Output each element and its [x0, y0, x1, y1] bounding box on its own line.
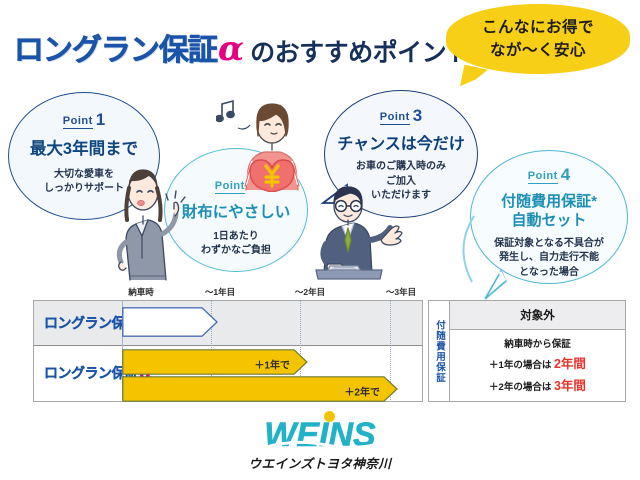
incidental-cost-panel: 付随費用保証 対象外 納車時から保証 ＋1年の場合は 2年間 ＋2年の場合は 3…	[428, 300, 626, 402]
panel-header: 対象外	[450, 301, 625, 330]
bubble-text: こんなにお得で なが〜く安心	[446, 4, 630, 63]
page-title: ロングラン保証 α のおすすめポイント	[14, 32, 471, 66]
chart-bar-standard	[122, 307, 218, 337]
chart-tick-4: 〜3年目	[385, 287, 417, 297]
bubble-line-1: こんなにお得で	[481, 19, 594, 36]
chart-bar-alpha-2year: ＋2年で	[122, 376, 398, 406]
page-title-main: ロングラン保証	[14, 34, 219, 67]
page-title-tail: のおすすめポイント	[250, 39, 471, 67]
chart-bar-caption-1year: ＋1年で	[254, 360, 290, 372]
point-4-sub-line-2: 発生し、自力走行不能	[499, 252, 599, 263]
bubble-tail	[459, 64, 489, 92]
panel-body: 対象外 納車時から保証 ＋1年の場合は 2年間 ＋2年の場合は 3年間	[450, 301, 625, 401]
point-2-label: Point	[214, 180, 245, 194]
point-3-number: 3	[412, 106, 423, 125]
point-2-sub-line-1: 1日あたり	[213, 230, 259, 242]
illustration-businesswoman-pointing	[116, 169, 186, 281]
point-2-sub-line-2: わずかなご負担	[201, 245, 271, 257]
chart-bar-caption-2year: ＋2年で	[344, 387, 380, 399]
decorative-arc	[462, 215, 475, 283]
point-4-number: 4	[560, 165, 571, 184]
callout-bubble: こんなにお得で なが〜く安心	[446, 4, 630, 92]
panel-line-2-prefix: ＋1年の場合は	[489, 359, 554, 371]
chart-row-standard: ロングラン保証	[34, 301, 422, 346]
point-1-label: Point	[62, 115, 93, 129]
point-card-1: Point 1 最大3年間まで 大切な愛車を しっかりサポート	[8, 92, 160, 220]
point-3-heading: チャンスは今だけ	[337, 136, 465, 153]
point-3-sub-line-3: いただけます	[371, 190, 431, 202]
panel-line-3-prefix: ＋2年の場合は	[489, 381, 554, 393]
point-4-bubble-tail	[484, 269, 507, 300]
logo-tagline: ウエインズトヨタ神奈川	[248, 457, 392, 471]
chart-gridline-3	[390, 300, 391, 400]
point-1-heading: 最大3年間まで	[29, 140, 139, 158]
point-card-4: Point 4 付随費用保証* 自動セット 保証対象となる不具合が 発生し、自力走…	[470, 150, 628, 300]
chart-row-label-standard: ロングラン保証	[44, 315, 139, 331]
panel-line-1: 納車時から保証	[504, 338, 571, 350]
chart-gridline-2	[300, 300, 301, 400]
logo-dot-icon	[324, 411, 336, 422]
chart-tick-labels: 納車時 〜1年目 〜2年目 〜3年目	[33, 286, 421, 300]
chart-tick-2: 〜1年目	[204, 287, 236, 297]
point-4-heading-line-2: 自動セット	[511, 211, 587, 229]
logo-swoosh-icon	[266, 440, 387, 449]
point-3-sub-line-2: ご加入	[386, 175, 416, 187]
point-4-heading-line-1: 付随費用保証*	[501, 193, 597, 210]
panel-line-2: ＋1年の場合は 2年間	[489, 353, 586, 372]
point-4-sub-line-3: となった場合	[519, 266, 579, 278]
panel-vertical-label: 付随費用保証	[429, 301, 450, 401]
page-title-alpha: α	[218, 29, 245, 69]
point-4-label: Point	[527, 170, 558, 184]
point-1-number: 1	[95, 110, 106, 129]
point-1-sub-line-1: 大切な愛車を	[54, 168, 114, 180]
chart-tick-1: 納車時	[128, 287, 154, 297]
illustration-salesman-at-desk	[315, 186, 403, 280]
logo-wordmark: WEINS	[264, 411, 387, 452]
point-2-heading: 財布にやさしい	[181, 204, 291, 221]
point-4-sub-line-1: 保証対象となる不具合が	[494, 237, 604, 249]
panel-line-3: ＋2年の場合は 3年間	[489, 375, 586, 394]
point-3-sub-line-1: お車のご購入時のみ	[356, 161, 446, 173]
point-1-sub-line-2: しっかりサポート	[44, 183, 124, 195]
weins-logo: WEINS ウエインズトヨタ神奈川	[0, 411, 640, 472]
panel-line-2-value: 2年間	[553, 356, 586, 371]
chart-bar-alpha-1year: ＋1年で	[122, 349, 308, 379]
bubble-line-2: なが〜く安心	[489, 42, 586, 60]
chart-tick-3: 〜2年目	[294, 287, 326, 297]
panel-line-3-value: 3年間	[553, 378, 586, 393]
illustration-woman-yen-heart	[216, 99, 300, 192]
panel-lines: 納車時から保証 ＋1年の場合は 2年間 ＋2年の場合は 3年間	[450, 330, 625, 401]
point-3-label: Point	[379, 111, 410, 125]
point-card-2: Point2 財布にやさしい 1日あたり わずかなご負担	[164, 148, 308, 272]
